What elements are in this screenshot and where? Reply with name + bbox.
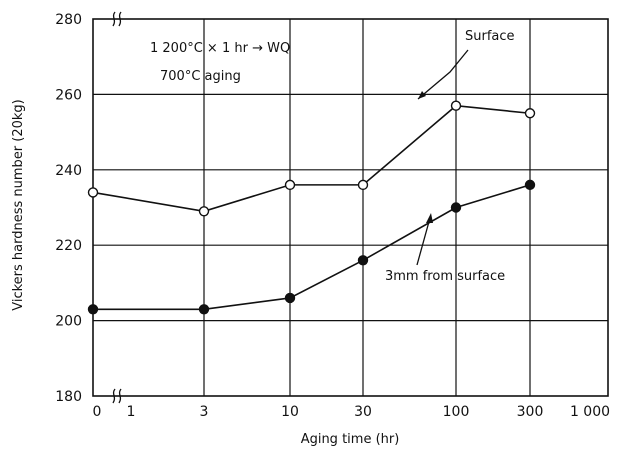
x-axis-title: Aging time (hr): [301, 432, 400, 447]
series-label-3mm: 3mm from surface: [385, 269, 505, 284]
data-point-surface-0: [87, 187, 99, 198]
data-point-3mm-100: [450, 202, 462, 213]
x-tick-label: 1: [127, 404, 136, 420]
x-tick-label: 10: [281, 404, 299, 420]
x-tick-label: 300: [517, 404, 544, 420]
data-point-surface-10: [284, 179, 296, 191]
data-point-3mm-0: [87, 304, 99, 315]
series-line-3mm: [93, 184, 531, 311]
data-point-surface-30: [357, 179, 369, 191]
series-label-surface: Surface: [465, 29, 515, 44]
data-point-3mm-10: [284, 292, 296, 304]
y-tick-label: 240: [55, 163, 82, 179]
y-axis-title: Vickers hardness number (20kg): [11, 99, 26, 311]
x-tick-labels: 0 1 3 10 30 100 300 1 000: [93, 404, 611, 420]
data-point-surface-300: [524, 108, 536, 119]
arrow-3mm-head: [426, 213, 433, 223]
axis-break-bottom: [112, 388, 122, 404]
data-point-3mm-30: [357, 255, 369, 266]
y-tick-label: 200: [55, 314, 82, 330]
axis-break-top: [112, 11, 122, 27]
annotation-treatment: 1 200°C × 1 hr → WQ: [150, 41, 290, 56]
x-tick-label: 0: [93, 404, 102, 420]
arrow-surface: [417, 49, 469, 100]
x-tick-label: 30: [354, 404, 372, 420]
x-tick-label: 100: [443, 404, 470, 420]
y-tick-label: 220: [55, 238, 82, 254]
arrow-3mm: [416, 217, 431, 266]
y-tick-labels: 180 200 220 240 260 280: [55, 12, 82, 405]
plot-frame: [92, 18, 609, 397]
x-tick-label: 3: [200, 404, 209, 420]
x-tick-label: 1 000: [570, 404, 610, 420]
series-layer: [87, 100, 536, 315]
y-tick-label: 180: [55, 389, 82, 405]
y-tick-label: 260: [55, 87, 82, 103]
data-point-3mm-300: [524, 179, 536, 191]
arrow-surface-head: [418, 91, 426, 99]
y-tick-label: 280: [55, 12, 82, 28]
series-line-surface: [92, 104, 531, 213]
data-point-surface-3: [198, 206, 210, 217]
annotation-aging: 700°C aging: [160, 69, 241, 84]
data-point-3mm-3: [198, 304, 210, 315]
data-point-surface-100: [450, 100, 462, 111]
